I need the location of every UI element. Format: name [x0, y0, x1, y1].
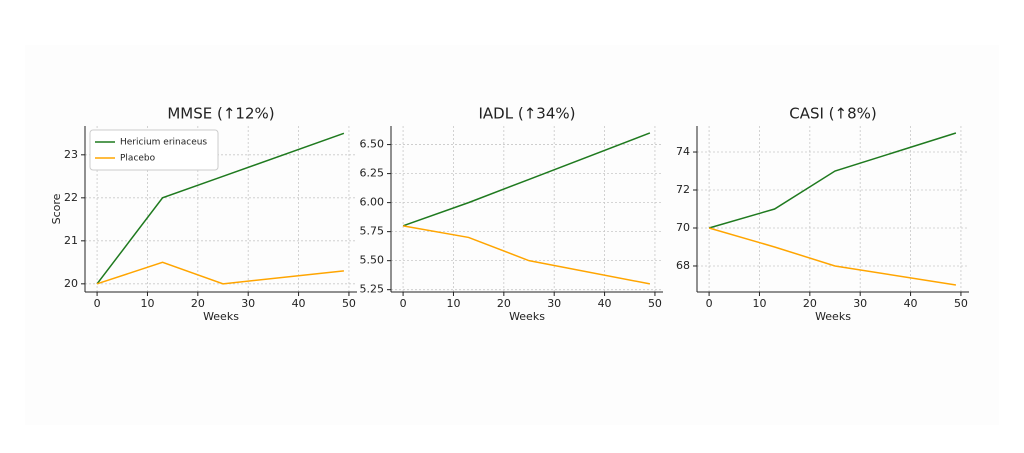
y-tick-label: 6.50 — [360, 138, 385, 151]
x-tick-label: 0 — [94, 297, 101, 310]
x-tick-label: 20 — [497, 297, 511, 310]
series-line — [708, 227, 957, 286]
y-tick-label: 5.25 — [360, 283, 385, 296]
y-tick-label: 21 — [64, 234, 78, 247]
series-line — [402, 132, 651, 227]
x-tick-label: 0 — [400, 297, 407, 310]
series-line — [96, 132, 345, 285]
legend-label: Hericium erinaceus — [120, 138, 207, 148]
y-tick-label: 74 — [676, 145, 690, 158]
y-tick-label: 5.75 — [360, 225, 385, 238]
chart-title: CASI (↑8%) — [789, 105, 877, 123]
series-line — [402, 225, 651, 285]
y-tick-label: 5.50 — [360, 254, 385, 267]
chart-title: MMSE (↑12%) — [167, 105, 274, 123]
x-tick-label: 50 — [648, 297, 662, 310]
x-tick-label: 10 — [752, 297, 766, 310]
x-tick-label: 20 — [803, 297, 817, 310]
panel-background — [25, 45, 999, 425]
series-line — [96, 261, 344, 285]
x-tick-label: 30 — [547, 297, 561, 310]
y-tick-label: 72 — [676, 183, 690, 196]
x-tick-label: 40 — [598, 297, 612, 310]
x-axis-label: Weeks — [815, 310, 851, 323]
y-tick-label: 6.00 — [360, 196, 385, 209]
x-tick-label: 0 — [706, 297, 713, 310]
y-tick-label: 68 — [676, 259, 690, 272]
x-axis-label: Weeks — [203, 310, 239, 323]
x-tick-label: 10 — [446, 297, 460, 310]
legend-box — [89, 129, 219, 171]
x-tick-label: 20 — [191, 297, 205, 310]
x-tick-label: 40 — [904, 297, 918, 310]
x-tick-label: 50 — [954, 297, 968, 310]
x-tick-label: 10 — [140, 297, 154, 310]
y-tick-label: 20 — [64, 277, 78, 290]
x-tick-label: 50 — [342, 297, 356, 310]
x-axis-label: Weeks — [509, 310, 545, 323]
y-tick-label: 6.25 — [360, 167, 385, 180]
y-tick-label: 23 — [64, 148, 78, 161]
x-tick-label: 30 — [241, 297, 255, 310]
chart-title: IADL (↑34%) — [479, 105, 576, 123]
series-line — [708, 132, 957, 229]
y-tick-label: 70 — [676, 221, 690, 234]
legend-label: Placebo — [120, 154, 156, 164]
x-tick-label: 40 — [292, 297, 306, 310]
y-axis-label: Score — [50, 193, 63, 224]
y-tick-label: 22 — [64, 191, 78, 204]
x-tick-label: 30 — [853, 297, 867, 310]
